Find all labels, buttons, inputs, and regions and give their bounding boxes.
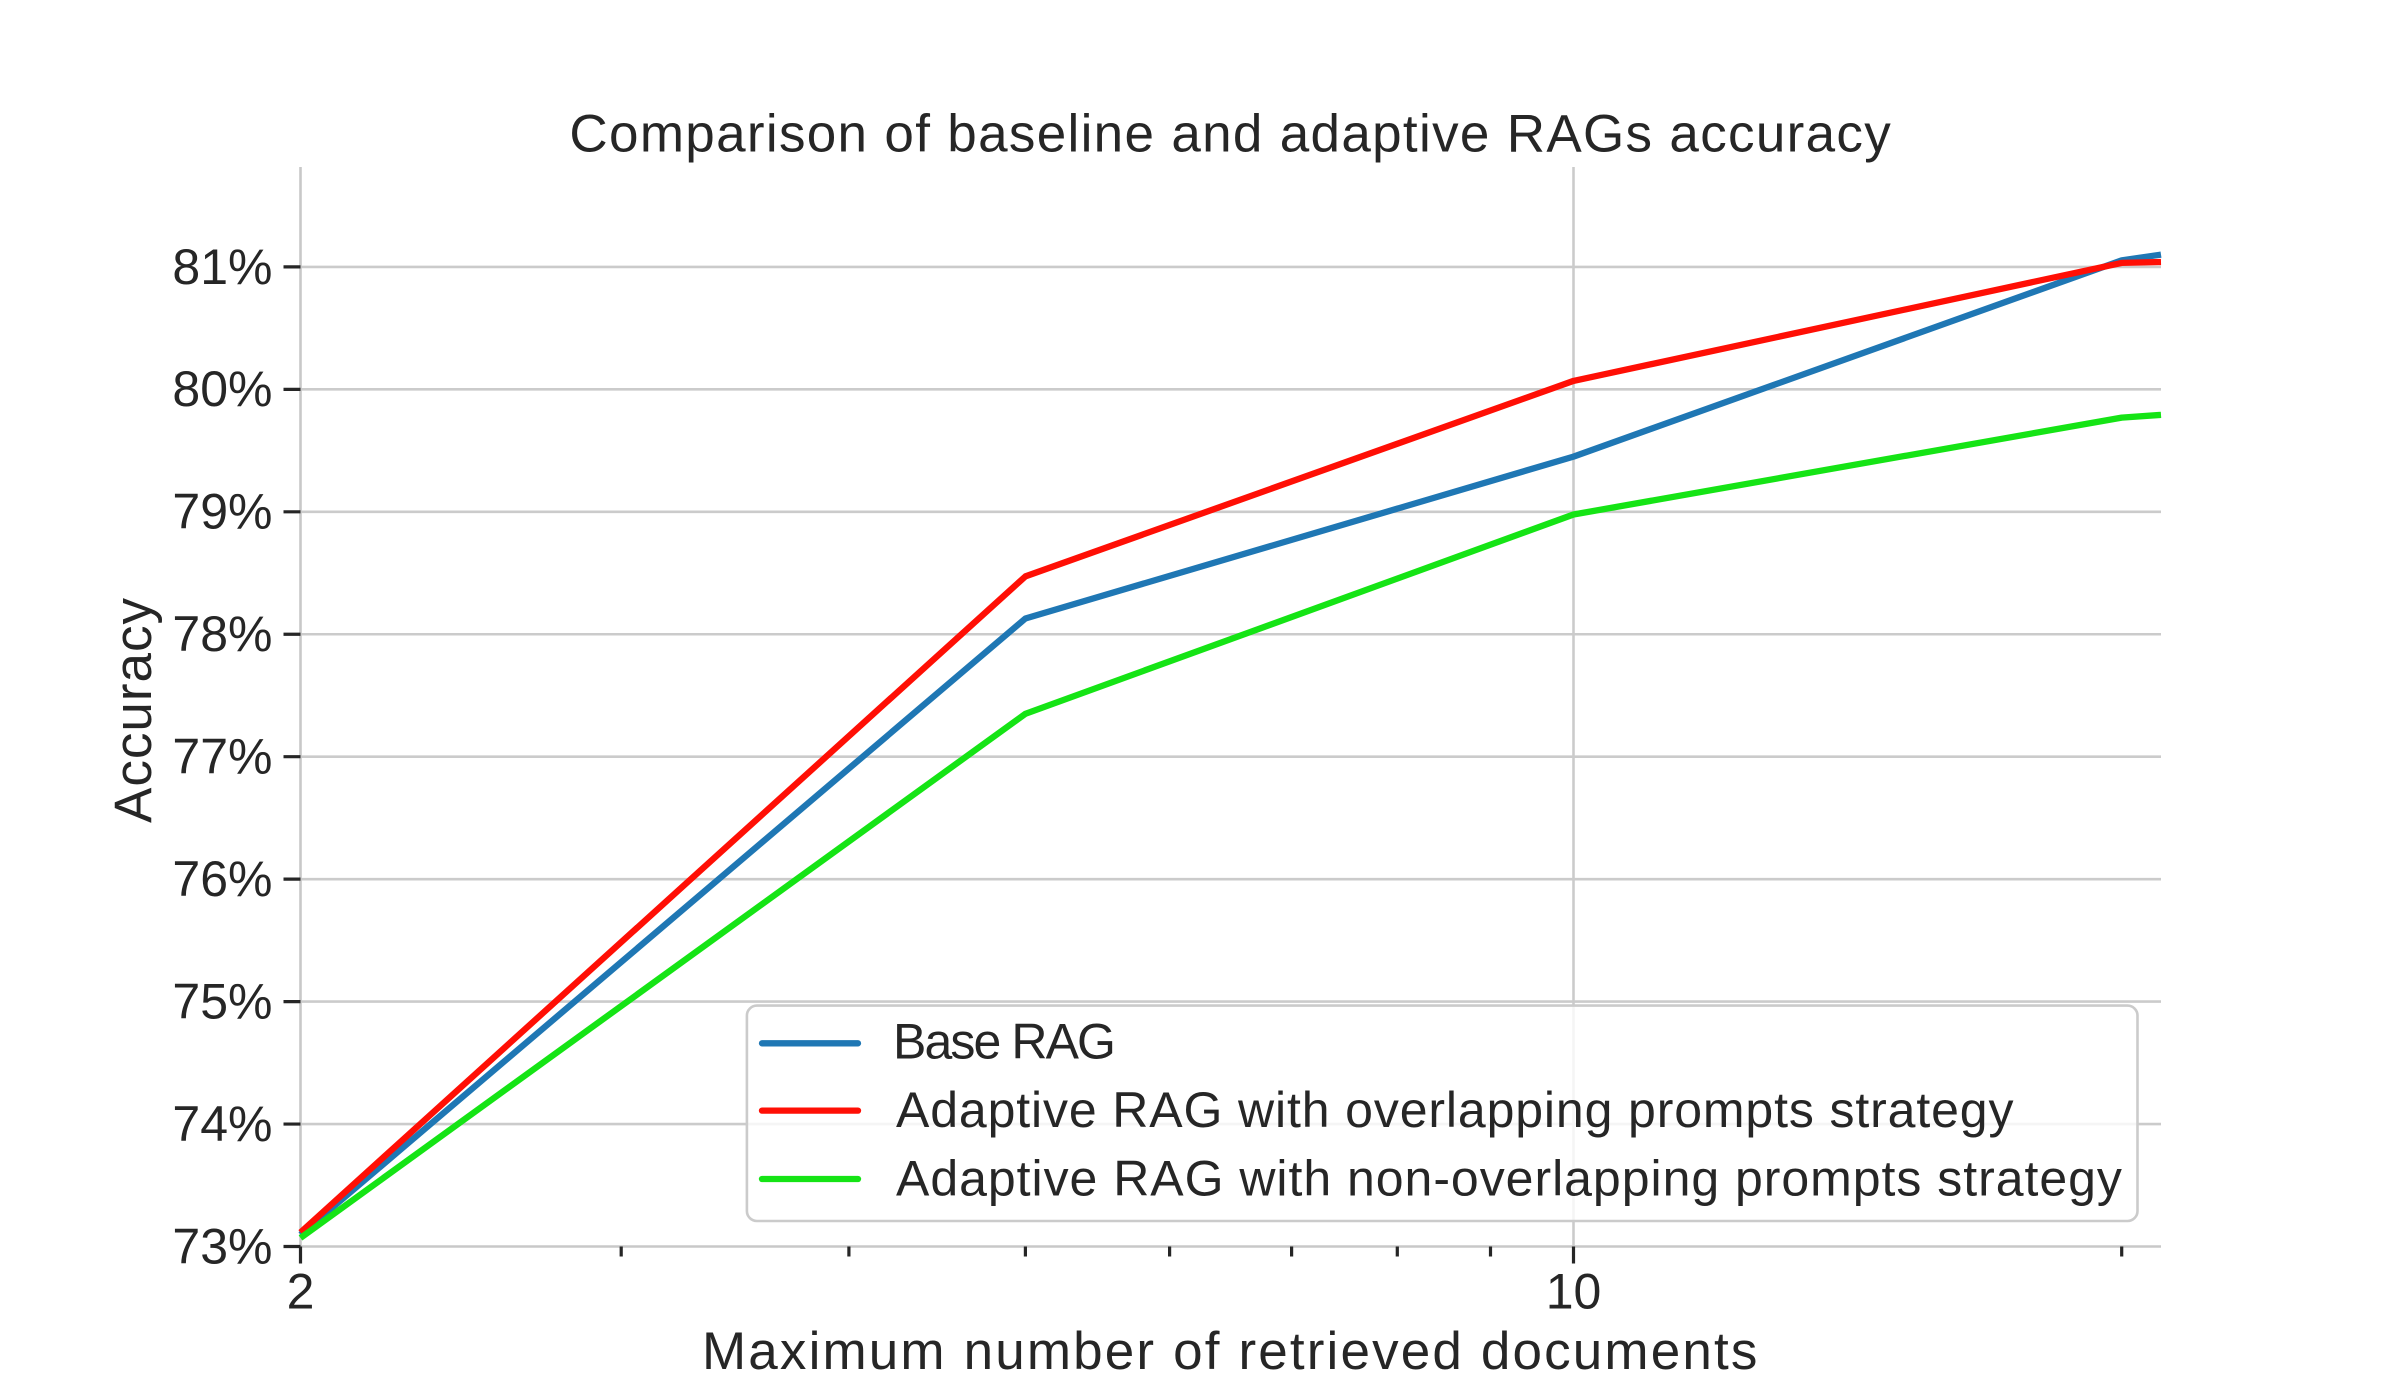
svg-text:75%: 75% [172, 974, 272, 1030]
svg-text:76%: 76% [172, 851, 272, 907]
svg-text:Comparison of baseline and ada: Comparison of baseline and adaptive RAGs… [569, 105, 1892, 164]
svg-text:74%: 74% [172, 1096, 272, 1152]
svg-text:Adaptive RAG with non-overlapp: Adaptive RAG with non-overlapping prompt… [896, 1151, 2123, 1207]
svg-text:78%: 78% [172, 606, 272, 662]
svg-text:80%: 80% [172, 361, 272, 417]
svg-text:10: 10 [1546, 1263, 1602, 1319]
svg-text:Accuracy: Accuracy [104, 597, 163, 823]
svg-text:77%: 77% [172, 729, 272, 785]
svg-text:79%: 79% [172, 484, 272, 540]
svg-text:Adaptive RAG with overlapping: Adaptive RAG with overlapping prompts st… [896, 1082, 2014, 1138]
svg-text:Base RAG: Base RAG [893, 1014, 1114, 1070]
svg-text:73%: 73% [172, 1218, 272, 1274]
svg-text:81%: 81% [172, 239, 272, 295]
svg-text:Maximum number of retrieved do: Maximum number of retrieved documents [702, 1322, 1760, 1381]
svg-text:2: 2 [287, 1263, 315, 1319]
